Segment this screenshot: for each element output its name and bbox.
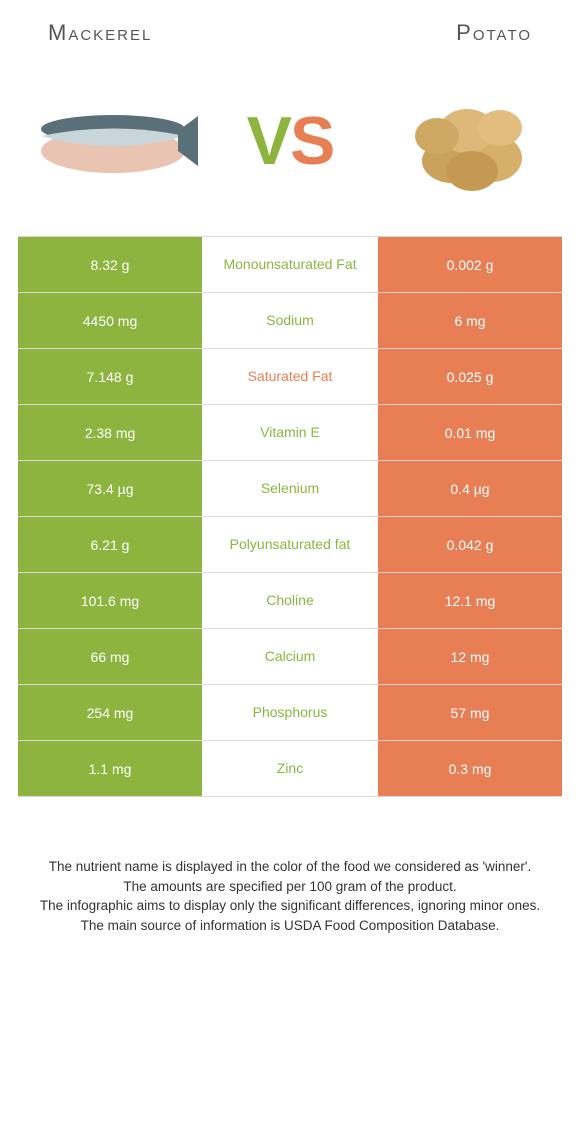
nutrient-name: Selenium bbox=[202, 461, 378, 516]
food2-image bbox=[382, 76, 552, 206]
nutrient-name: Sodium bbox=[202, 293, 378, 348]
food2-title: Potato bbox=[456, 20, 532, 46]
food2-value: 0.3 mg bbox=[378, 741, 562, 796]
title-row: Mackerel Potato bbox=[18, 20, 562, 46]
food2-value: 0.025 g bbox=[378, 349, 562, 404]
nutrient-row: 8.32 gMonounsaturated Fat0.002 g bbox=[18, 237, 562, 293]
nutrient-name: Vitamin E bbox=[202, 405, 378, 460]
food1-value: 8.32 g bbox=[18, 237, 202, 292]
food2-value: 6 mg bbox=[378, 293, 562, 348]
nutrient-row: 6.21 gPolyunsaturated fat0.042 g bbox=[18, 517, 562, 573]
nutrient-row: 7.148 gSaturated Fat0.025 g bbox=[18, 349, 562, 405]
food2-value: 0.002 g bbox=[378, 237, 562, 292]
footer-line: The main source of information is USDA F… bbox=[28, 916, 552, 936]
food1-value: 4450 mg bbox=[18, 293, 202, 348]
nutrient-name: Saturated Fat bbox=[202, 349, 378, 404]
food2-value: 0.4 µg bbox=[378, 461, 562, 516]
food1-value: 73.4 µg bbox=[18, 461, 202, 516]
nutrient-name: Phosphorus bbox=[202, 685, 378, 740]
nutrient-row: 1.1 mgZinc0.3 mg bbox=[18, 741, 562, 797]
nutrient-row: 4450 mgSodium6 mg bbox=[18, 293, 562, 349]
food1-image bbox=[28, 76, 198, 206]
food1-value: 1.1 mg bbox=[18, 741, 202, 796]
nutrient-row: 66 mgCalcium12 mg bbox=[18, 629, 562, 685]
food1-value: 254 mg bbox=[18, 685, 202, 740]
food1-title: Mackerel bbox=[48, 20, 152, 46]
vs-s: S bbox=[290, 102, 333, 180]
nutrient-row: 101.6 mgCholine12.1 mg bbox=[18, 573, 562, 629]
nutrient-name: Choline bbox=[202, 573, 378, 628]
nutrient-row: 73.4 µgSelenium0.4 µg bbox=[18, 461, 562, 517]
food2-value: 0.042 g bbox=[378, 517, 562, 572]
food2-value: 12 mg bbox=[378, 629, 562, 684]
food1-value: 66 mg bbox=[18, 629, 202, 684]
food1-value: 6.21 g bbox=[18, 517, 202, 572]
food1-value: 101.6 mg bbox=[18, 573, 202, 628]
nutrient-name: Calcium bbox=[202, 629, 378, 684]
footer-notes: The nutrient name is displayed in the co… bbox=[18, 857, 562, 935]
footer-line: The nutrient name is displayed in the co… bbox=[28, 857, 552, 877]
footer-line: The infographic aims to display only the… bbox=[28, 896, 552, 916]
food1-value: 2.38 mg bbox=[18, 405, 202, 460]
food2-value: 12.1 mg bbox=[378, 573, 562, 628]
hero-row: VS bbox=[18, 76, 562, 236]
footer-line: The amounts are specified per 100 gram o… bbox=[28, 877, 552, 897]
food1-value: 7.148 g bbox=[18, 349, 202, 404]
food2-value: 57 mg bbox=[378, 685, 562, 740]
nutrient-row: 254 mgPhosphorus57 mg bbox=[18, 685, 562, 741]
vs-label: VS bbox=[247, 102, 334, 180]
nutrient-name: Zinc bbox=[202, 741, 378, 796]
nutrient-name: Monounsaturated Fat bbox=[202, 237, 378, 292]
nutrient-table: 8.32 gMonounsaturated Fat0.002 g4450 mgS… bbox=[18, 236, 562, 797]
vs-v: V bbox=[247, 102, 290, 180]
nutrient-row: 2.38 mgVitamin E0.01 mg bbox=[18, 405, 562, 461]
food2-value: 0.01 mg bbox=[378, 405, 562, 460]
nutrient-name: Polyunsaturated fat bbox=[202, 517, 378, 572]
